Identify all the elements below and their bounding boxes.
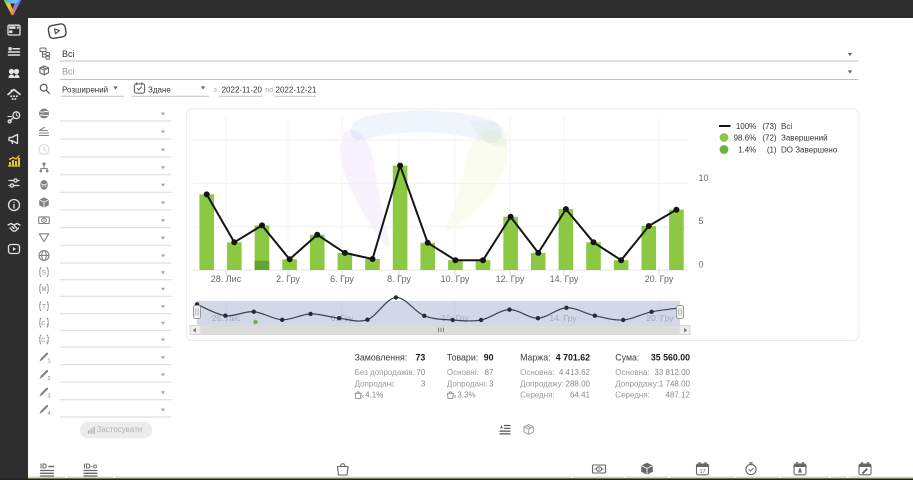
svg-text:14. Гру: 14. Гру [549,313,577,323]
svg-text:10. Гру: 10. Гру [441,313,469,323]
svg-text:Основна:: Основна: [615,368,649,377]
svg-text:12. Гру: 12. Гру [496,274,525,284]
svg-text:Маржа:: Маржа: [520,353,550,363]
svg-text:Всі: Всі [62,49,75,59]
svg-text:288.00: 288.00 [566,379,591,388]
svg-text:ID-o: ID-o [84,464,98,471]
svg-text:100%: 100% [736,122,756,131]
svg-text:Товари:: Товари: [447,353,478,363]
svg-text:4 413.62: 4 413.62 [559,368,591,377]
svg-text:6. Гру: 6. Гру [331,313,354,323]
svg-text:по: по [265,85,273,94]
svg-text:Основні:: Основні: [447,368,479,377]
svg-text:4 701.62: 4 701.62 [556,353,590,363]
svg-text:487.12: 487.12 [666,391,691,400]
svg-text:3: 3 [489,379,494,388]
svg-text:Без допродажів:: Без допродажів: [355,368,415,377]
svg-text:33 812.00: 33 812.00 [654,368,690,377]
svg-text:Замовлення:: Замовлення: [355,353,408,363]
svg-text:ID: ID [40,464,47,471]
svg-text:8. Гру: 8. Гру [387,274,411,284]
svg-text:2. Гру: 2. Гру [276,274,300,284]
svg-text:1 748.00: 1 748.00 [659,379,691,388]
svg-text:Всі: Всі [781,122,792,131]
svg-text:73: 73 [416,353,426,363]
svg-text:Середня:: Середня: [520,391,555,400]
svg-text:DO Завершено: DO Завершено [781,146,838,155]
svg-text:2022-11-20: 2022-11-20 [222,85,263,94]
svg-text:Допродані:: Допродані: [355,379,396,388]
svg-text:87: 87 [485,368,494,377]
svg-text:Застосувати: Застосувати [97,425,143,434]
svg-text:1: 1 [46,322,49,327]
svg-text:4.1%: 4.1% [365,391,383,400]
svg-text:Основна:: Основна: [520,368,554,377]
svg-text:90: 90 [484,353,494,363]
svg-text:2022-12-21: 2022-12-21 [276,85,317,94]
svg-text:10: 10 [699,173,709,183]
svg-text:6. Гру: 6. Гру [330,274,354,284]
svg-text:Сума:: Сума: [615,353,639,363]
svg-text:28. Лис: 28. Лис [211,274,242,284]
svg-text:x: x [454,394,457,400]
svg-text:Допродажу:: Допродажу: [520,379,564,388]
svg-text:3.3%: 3.3% [457,391,475,400]
svg-text:1.4%: 1.4% [738,146,756,155]
svg-text:3: 3 [48,394,51,400]
svg-text:20. Гру: 20. Гру [646,313,674,323]
svg-text:C: C [41,321,45,327]
svg-text:35 560.00: 35 560.00 [651,353,690,363]
svg-text:Допродані:: Допродані: [447,379,488,388]
svg-text:C: C [41,338,45,344]
svg-text:28. Лис: 28. Лис [212,313,242,323]
svg-text:0: 0 [699,260,704,270]
svg-text:2: 2 [46,339,49,344]
svg-text:3: 3 [421,379,426,388]
svg-text:S: S [42,271,46,277]
svg-text:M: M [42,287,47,293]
svg-text:(73): (73) [762,122,777,131]
svg-text:(72): (72) [762,134,777,143]
svg-text:Допродажу:: Допродажу: [615,379,659,388]
svg-text:1: 1 [48,359,51,365]
svg-text:20. Гру: 20. Гру [645,274,674,284]
svg-text:x: x [361,394,364,400]
svg-text:Здане: Здане [148,85,171,94]
svg-text:Середня:: Середня: [615,391,650,400]
svg-text:14. Гру: 14. Гру [550,274,579,284]
svg-text:4: 4 [48,411,51,417]
svg-text:5: 5 [699,216,704,226]
svg-text:(1): (1) [767,146,777,155]
svg-text:10. Гру: 10. Гру [441,274,470,284]
svg-text:Розширений: Розширений [62,85,108,94]
svg-text:T: T [42,305,46,311]
svg-text:з: з [214,85,218,94]
svg-text:Всі: Всі [62,67,75,77]
svg-text:70: 70 [416,368,425,377]
svg-text:2: 2 [48,376,51,382]
svg-text:Завершений: Завершений [781,134,828,143]
svg-text:98.6%: 98.6% [734,134,757,143]
svg-text:17: 17 [699,469,705,475]
svg-text:64.41: 64.41 [570,391,591,400]
